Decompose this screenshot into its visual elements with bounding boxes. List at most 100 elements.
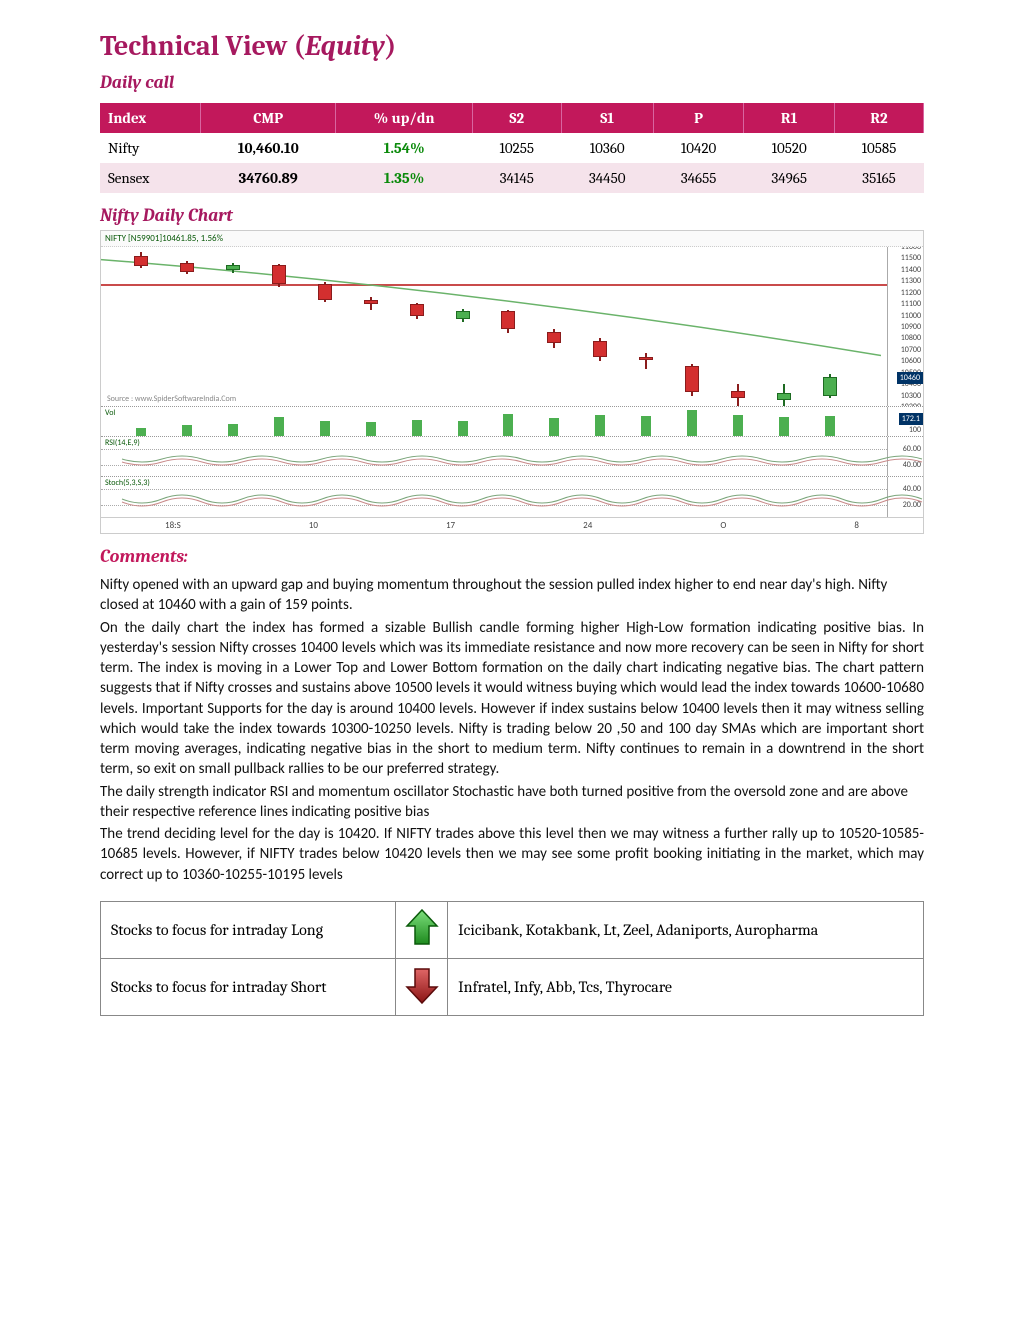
short-label: Stocks to focus for intraday Short [101,958,396,1015]
x-tick: 17 [446,520,455,531]
candle [774,247,794,407]
comment-paragraph: The trend deciding level for the day is … [100,824,924,885]
table-cell: 10420 [653,133,744,163]
arrow-down-icon [405,965,439,1005]
up-arrow-cell [396,901,448,958]
candle [544,247,564,407]
candle [498,247,518,407]
table-cell: 10,460.10 [201,133,336,163]
candle [315,247,335,407]
col-header: R1 [744,103,835,133]
chart-header-text: NIFTY [N59901]10461.85, 1.56% [101,231,923,247]
table-cell: 10255 [472,133,561,163]
table-row: Sensex34760.891.35%341453445034655349653… [100,163,924,193]
volume-bar [182,425,192,436]
comment-paragraph: Nifty opened with an upward gap and buyi… [100,575,924,616]
table-cell: 34655 [653,163,744,193]
nifty-chart: NIFTY [N59901]10461.85, 1.56% 1160011500… [100,230,924,534]
volume-bar [412,420,422,436]
volume-bar [825,416,835,436]
candle [131,247,151,407]
table-cell: 34145 [472,163,561,193]
candle [590,247,610,407]
table-cell: 10520 [744,133,835,163]
table-cell: 10360 [561,133,653,163]
down-arrow-cell [396,958,448,1015]
table-cell: 34965 [744,163,835,193]
col-header: % up/dn [336,103,473,133]
x-tick: 24 [583,520,592,531]
page-title: Technical View (Equity) [100,30,924,62]
col-header: S1 [561,103,653,133]
table-row: Nifty10,460.101.54%102551036010420105201… [100,133,924,163]
volume-bar [458,421,468,436]
volume-label: Vol [105,408,115,418]
candle [636,247,656,407]
candle [177,247,197,407]
title-prefix: Technical View ( [100,30,305,62]
comment-paragraph: On the daily chart the index has formed … [100,618,924,780]
volume-area: Vol 172.1 100 [101,407,923,437]
x-tick: O [720,520,726,531]
table-cell: 1.54% [336,133,473,163]
volume-bar [595,415,605,436]
title-italic: Equity [305,30,385,62]
rsi-line [101,437,923,477]
volume-bar [779,417,789,436]
candle [682,247,702,407]
volume-bar [687,410,697,436]
candle [728,247,748,407]
candle [407,247,427,407]
table-cell: 35165 [834,163,923,193]
col-header: R2 [834,103,923,133]
chart-heading: Nifty Daily Chart [100,205,924,226]
table-cell: 34450 [561,163,653,193]
volume-bar [366,422,376,436]
x-tick: 18:S [165,520,181,531]
volume-bar [274,417,284,436]
stoch-line [101,477,923,517]
table-cell: 1.35% [336,163,473,193]
x-tick: 10 [309,520,318,531]
table-row: Stocks to focus for intraday Long Icicib… [101,901,924,958]
short-stocks: Infratel, Infy, Abb, Tcs, Thyrocare [448,958,924,1015]
col-header: P [653,103,744,133]
chart-yaxis: 1160011500114001130011200111001100010900… [887,247,923,406]
candle [361,247,381,407]
col-header: Index [100,103,201,133]
col-header: S2 [472,103,561,133]
index-table: IndexCMP% up/dnS2S1PR1R2 Nifty10,460.101… [100,103,924,193]
volume-yaxis: 172.1 100 [887,407,923,436]
table-cell: Sensex [100,163,201,193]
focus-table: Stocks to focus for intraday Long Icicib… [100,901,924,1016]
candle [453,247,473,407]
daily-call-heading: Daily call [100,72,924,93]
stochastic-area: Stoch(5,3,S,3) 40.00 20.00 [101,477,923,517]
volume-bar [228,424,238,436]
table-cell: 10585 [834,133,923,163]
long-label: Stocks to focus for intraday Long [101,901,396,958]
table-cell: 34760.89 [201,163,336,193]
table-row: Stocks to focus for intraday Short Infra… [101,958,924,1015]
table-cell: Nifty [100,133,201,163]
rsi-area: RSI(14,E,9) 60.00 40.00 [101,437,923,477]
comments-body: Nifty opened with an upward gap and buyi… [100,575,924,885]
volume-bar [733,415,743,436]
title-suffix: ) [385,30,396,62]
candle [820,247,840,407]
chart-xaxis: 18:S 10 17 24 O 8 [101,517,923,533]
volume-bar [320,421,330,436]
candle-area: 1160011500114001130011200111001100010900… [101,247,923,407]
comment-paragraph: The daily strength indicator RSI and mom… [100,782,924,823]
col-header: CMP [201,103,336,133]
volume-bar [641,416,651,436]
candle [269,247,289,407]
volume-bar [549,418,559,436]
arrow-up-icon [405,908,439,948]
long-stocks: Icicibank, Kotakbank, Lt, Zeel, Adanipor… [448,901,924,958]
comments-heading: Comments: [100,546,924,567]
candle [223,247,243,407]
volume-bar [503,414,513,436]
volume-bar [136,428,146,436]
x-tick: 8 [854,520,859,531]
